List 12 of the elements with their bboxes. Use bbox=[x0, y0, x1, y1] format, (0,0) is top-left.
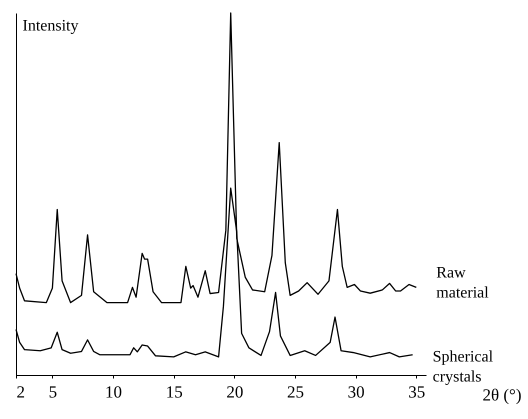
y-axis-title: Intensity bbox=[22, 18, 78, 34]
x-tick-label: 2 bbox=[16, 382, 25, 402]
x-tick-label: 35 bbox=[408, 382, 426, 402]
series-label: Spherical crystals bbox=[432, 348, 494, 386]
x-tick-label: 30 bbox=[348, 382, 365, 402]
x-tick-label: 10 bbox=[105, 382, 122, 402]
x-tick-label: 15 bbox=[166, 382, 183, 402]
x-tick-label: 20 bbox=[226, 382, 244, 402]
x-tick-label: 5 bbox=[48, 382, 58, 402]
x-tick-label: 25 bbox=[286, 382, 304, 402]
x-axis-title: 2θ (°) bbox=[482, 386, 522, 404]
series-label: Raw material bbox=[436, 264, 490, 302]
